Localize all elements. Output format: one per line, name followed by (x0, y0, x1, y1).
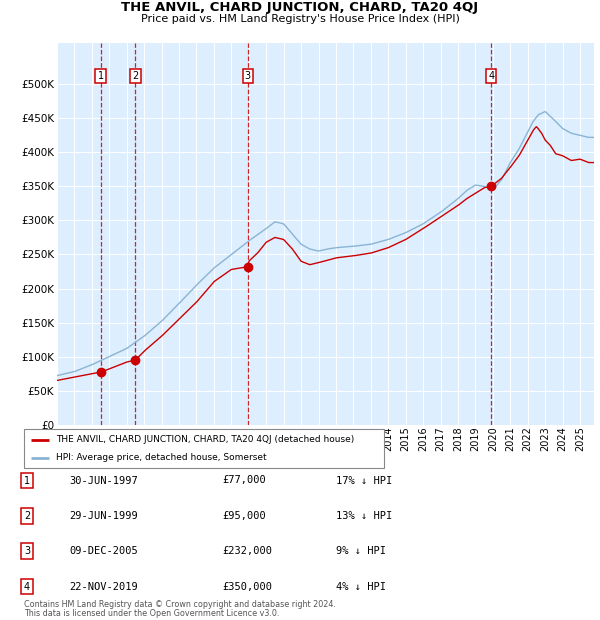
Text: £77,000: £77,000 (222, 476, 266, 485)
Text: 30-JUN-1997: 30-JUN-1997 (69, 476, 138, 485)
Text: This data is licensed under the Open Government Licence v3.0.: This data is licensed under the Open Gov… (24, 608, 280, 618)
Text: 17% ↓ HPI: 17% ↓ HPI (336, 476, 392, 485)
Text: £350,000: £350,000 (222, 582, 272, 591)
FancyBboxPatch shape (24, 429, 384, 468)
Text: Price paid vs. HM Land Registry's House Price Index (HPI): Price paid vs. HM Land Registry's House … (140, 14, 460, 24)
Text: HPI: Average price, detached house, Somerset: HPI: Average price, detached house, Some… (56, 453, 267, 462)
Text: 4% ↓ HPI: 4% ↓ HPI (336, 582, 386, 591)
Text: THE ANVIL, CHARD JUNCTION, CHARD, TA20 4QJ (detached house): THE ANVIL, CHARD JUNCTION, CHARD, TA20 4… (56, 435, 355, 444)
Text: Contains HM Land Registry data © Crown copyright and database right 2024.: Contains HM Land Registry data © Crown c… (24, 600, 336, 609)
Text: 3: 3 (245, 71, 251, 81)
Text: 1: 1 (24, 476, 30, 485)
Text: 3: 3 (24, 546, 30, 556)
Text: 9% ↓ HPI: 9% ↓ HPI (336, 546, 386, 556)
Text: 29-JUN-1999: 29-JUN-1999 (69, 511, 138, 521)
Text: 4: 4 (488, 71, 494, 81)
Text: 2: 2 (133, 71, 139, 81)
Text: 1: 1 (98, 71, 104, 81)
Text: 13% ↓ HPI: 13% ↓ HPI (336, 511, 392, 521)
Text: 22-NOV-2019: 22-NOV-2019 (69, 582, 138, 591)
Text: THE ANVIL, CHARD JUNCTION, CHARD, TA20 4QJ: THE ANVIL, CHARD JUNCTION, CHARD, TA20 4… (121, 1, 479, 14)
Text: £232,000: £232,000 (222, 546, 272, 556)
Text: 2: 2 (24, 511, 30, 521)
Text: 09-DEC-2005: 09-DEC-2005 (69, 546, 138, 556)
Text: 4: 4 (24, 582, 30, 591)
Text: £95,000: £95,000 (222, 511, 266, 521)
